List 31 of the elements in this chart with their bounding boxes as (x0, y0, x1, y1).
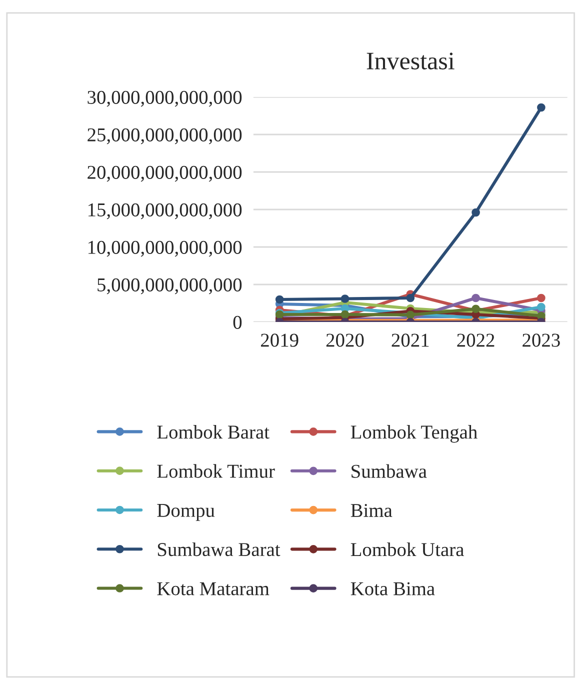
x-tick-label: 2019 (261, 334, 298, 347)
point (472, 208, 480, 217)
point (537, 294, 546, 302)
chart-title: Investasi (366, 52, 454, 70)
y-tick-label: 10,000,000,000,000 (88, 240, 242, 257)
y-tick-label: 0 (233, 316, 242, 329)
legend-label: Bima (350, 504, 392, 518)
y-tick-label: 5,000,000,000,000 (98, 278, 242, 294)
x-tick-label: 2023 (522, 334, 560, 347)
point (275, 295, 284, 304)
point (340, 294, 350, 303)
y-tick-label: 15,000,000,000,000 (88, 203, 242, 220)
point (406, 294, 415, 302)
x-tick-label: 2021 (392, 334, 429, 347)
x-tick-label: 2020 (326, 334, 364, 347)
y-tick-label: 25,000,000,000,000 (88, 128, 242, 144)
legend-label: Lombok Timur (157, 464, 275, 478)
point (537, 103, 546, 112)
legend-label: Sumbawa (352, 464, 427, 478)
point (472, 294, 480, 302)
legend-label: Lombok Utara (350, 542, 464, 556)
legend-label: Kota Bima (350, 582, 435, 596)
legend-label: Dompu (157, 504, 215, 521)
y-tick-label: 20,000,000,000,000 (88, 166, 242, 182)
legend-label: Lombok Tengah (350, 425, 478, 443)
y-tick-label: 30,000,000,000,000 (88, 90, 242, 107)
legend-label: Lombok Barat (157, 425, 270, 439)
legend-label: Kota Mataram (157, 582, 270, 596)
legend-label: Sumbawa Barat (158, 542, 280, 556)
point (537, 302, 546, 312)
x-tick-label: 2022 (457, 334, 494, 347)
